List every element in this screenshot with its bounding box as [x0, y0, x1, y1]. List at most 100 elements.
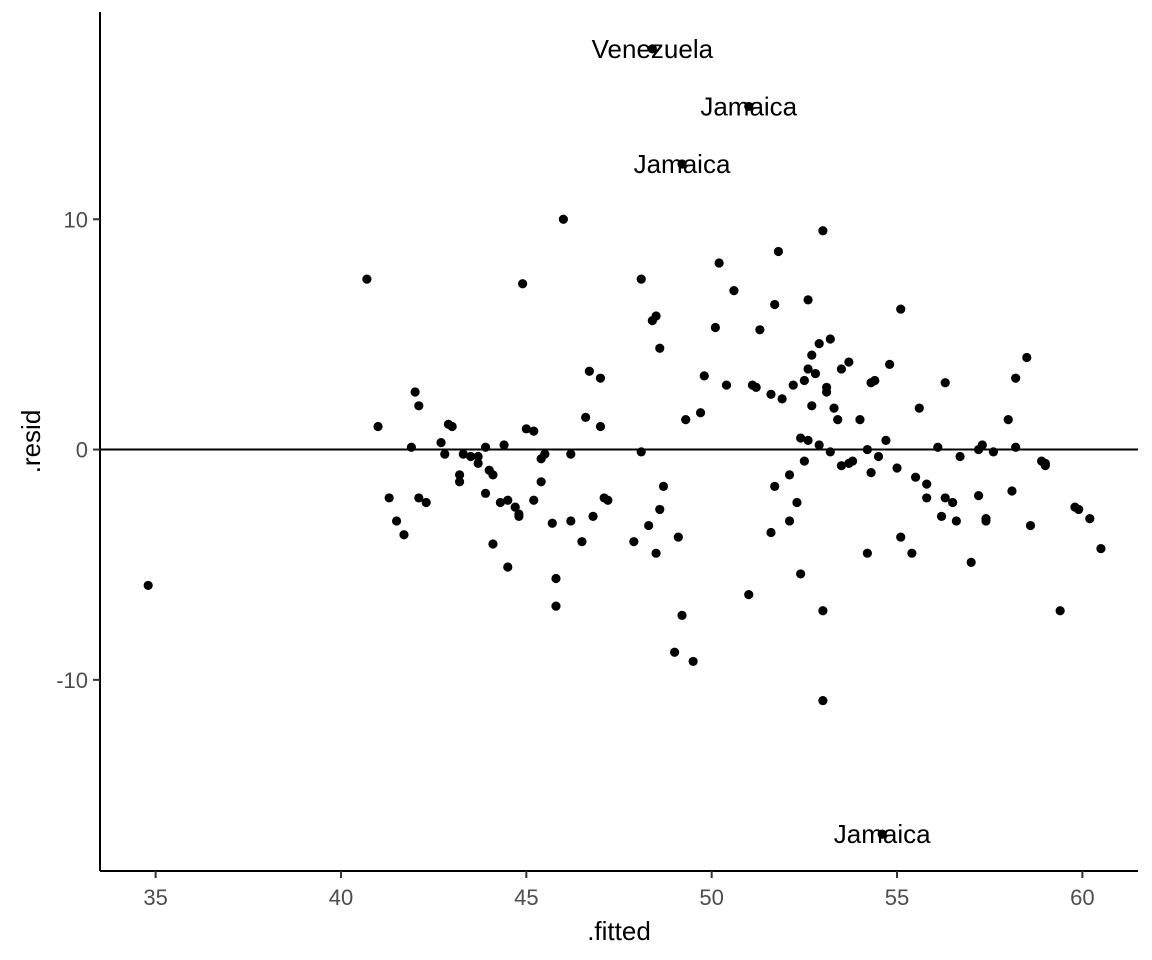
- data-point: [636, 274, 646, 284]
- data-point: [473, 458, 483, 468]
- x-tick-label: 60: [1070, 885, 1094, 910]
- data-point: [814, 339, 824, 349]
- data-point: [677, 610, 687, 620]
- y-tick-label: 0: [76, 438, 88, 463]
- data-point: [1074, 504, 1084, 515]
- data-point: [373, 421, 383, 432]
- x-tick-label: 45: [514, 885, 538, 910]
- data-point: [807, 350, 817, 360]
- data-point: [551, 601, 561, 611]
- data-point: [581, 412, 591, 422]
- data-point: [799, 375, 809, 386]
- data-point: [644, 520, 654, 531]
- data-point: [803, 435, 813, 445]
- data-point: [521, 424, 531, 434]
- data-point: [473, 451, 483, 462]
- data-point: [744, 101, 754, 112]
- data-point: [818, 226, 828, 236]
- data-point: [796, 569, 806, 579]
- data-point: [721, 380, 732, 390]
- data-point: [814, 440, 824, 450]
- data-point: [833, 415, 843, 425]
- data-point: [799, 456, 809, 466]
- data-point: [480, 488, 491, 498]
- data-point: [807, 401, 817, 411]
- data-point: [803, 364, 813, 374]
- data-point: [651, 548, 661, 558]
- point-annotation: Venezuela: [592, 34, 714, 64]
- data-point: [714, 258, 724, 268]
- data-point: [670, 647, 680, 657]
- data-point: [454, 477, 465, 487]
- data-point: [755, 325, 765, 335]
- data-point: [766, 389, 776, 399]
- data-point: [940, 493, 950, 503]
- data-point: [818, 695, 828, 706]
- data-point: [658, 481, 669, 492]
- data-point: [1011, 373, 1021, 383]
- data-point: [488, 539, 498, 549]
- data-point: [1040, 461, 1050, 471]
- point-annotation: Jamaica: [700, 91, 797, 121]
- data-point: [595, 421, 606, 432]
- data-point: [818, 606, 828, 616]
- data-point: [440, 449, 450, 459]
- data-point: [454, 470, 465, 480]
- data-point: [936, 511, 947, 521]
- data-point: [977, 440, 987, 450]
- data-point: [436, 438, 446, 448]
- data-point: [499, 440, 509, 450]
- data-point: [877, 829, 887, 839]
- data-point: [847, 456, 858, 466]
- data-point: [922, 479, 932, 489]
- data-point: [651, 311, 661, 321]
- data-point: [655, 504, 665, 515]
- data-point: [836, 461, 847, 471]
- data-point: [414, 401, 424, 411]
- data-point: [751, 382, 761, 392]
- data-point: [885, 359, 895, 369]
- data-point: [910, 472, 921, 482]
- data-point: [677, 159, 687, 169]
- point-annotation: Jamaica: [634, 149, 731, 179]
- data-point: [896, 304, 906, 314]
- data-point: [566, 449, 576, 459]
- points-layer: [143, 44, 1106, 839]
- data-point: [595, 373, 606, 383]
- data-point: [495, 497, 505, 508]
- data-point: [577, 537, 587, 547]
- data-point: [836, 364, 847, 374]
- data-point: [518, 279, 528, 289]
- data-point: [143, 580, 153, 591]
- data-point: [529, 426, 539, 436]
- x-axis-ticks: 35 40 45 50 55 60: [143, 871, 1095, 910]
- data-point: [536, 477, 546, 487]
- data-point: [784, 516, 795, 526]
- data-point: [892, 463, 902, 473]
- data-point: [981, 514, 991, 524]
- data-point: [1085, 514, 1095, 524]
- data-point: [584, 366, 594, 376]
- y-tick-label: -10: [56, 668, 88, 693]
- data-point: [770, 481, 780, 492]
- y-tick-label: 10: [64, 207, 88, 232]
- data-point: [822, 382, 832, 392]
- data-point: [1003, 415, 1013, 425]
- data-point: [540, 449, 550, 459]
- data-point: [870, 375, 880, 386]
- data-point: [873, 451, 884, 462]
- data-point: [414, 493, 424, 503]
- data-point: [681, 415, 691, 425]
- data-point: [881, 435, 891, 445]
- data-point: [940, 378, 950, 388]
- data-point: [629, 537, 639, 547]
- annotations-layer: Venezuela Jamaica Jamaica Jamaica: [592, 34, 932, 849]
- data-point: [547, 518, 557, 528]
- data-point: [922, 493, 932, 503]
- data-point: [514, 509, 524, 519]
- data-point: [1025, 520, 1036, 531]
- data-point: [796, 433, 806, 443]
- data-point: [673, 532, 683, 542]
- data-point: [1055, 606, 1065, 616]
- data-point: [907, 548, 917, 558]
